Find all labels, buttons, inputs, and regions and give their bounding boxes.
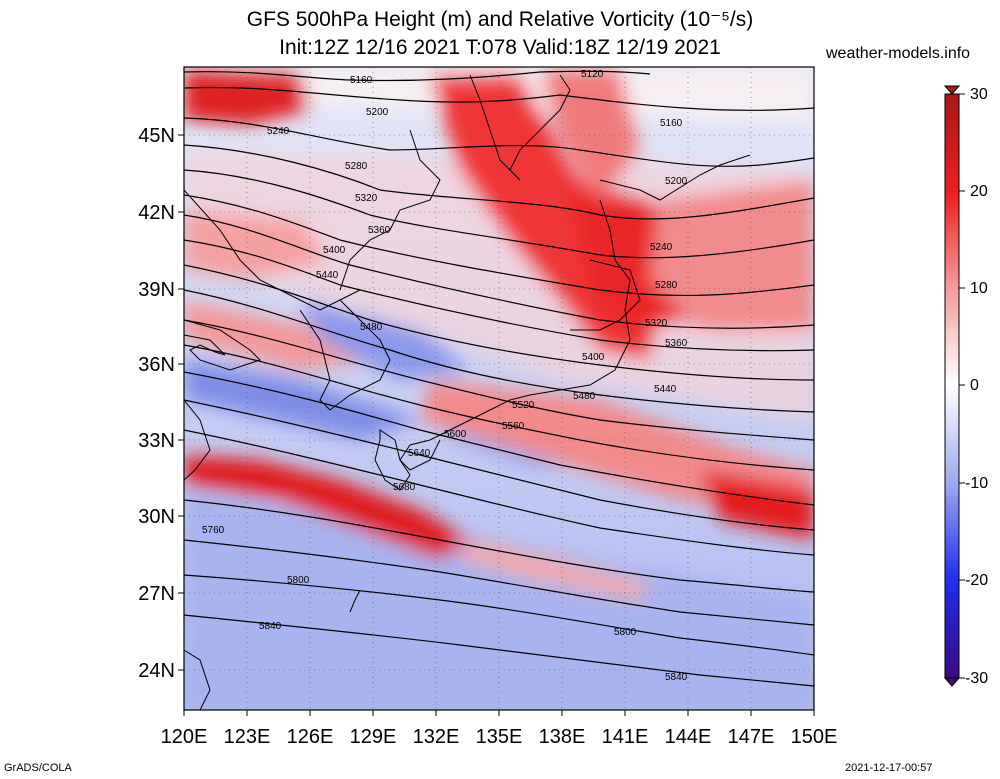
render-timestamp: 2021-12-17-00:57 xyxy=(845,762,933,774)
contour-label: 5120 xyxy=(581,69,604,80)
software-credit: GrADS/COLA xyxy=(4,762,72,774)
contour-label: 5320 xyxy=(645,318,668,329)
lon-label: 147E xyxy=(728,726,775,748)
site-label: weather-models.info xyxy=(826,45,971,62)
lon-label: 138E xyxy=(539,726,586,748)
height-contours xyxy=(184,70,814,687)
contour-label: 5760 xyxy=(202,525,225,536)
colorbar-tick-label: -20 xyxy=(965,572,988,589)
contour-label: 5440 xyxy=(654,384,677,395)
graticule xyxy=(184,67,814,710)
colorbar-tick-label: 20 xyxy=(970,183,988,200)
contour-label: 5200 xyxy=(665,176,688,187)
contour-label: 5640 xyxy=(408,448,431,459)
lon-label: 120E xyxy=(161,726,208,748)
coastlines xyxy=(184,74,751,710)
contour-label: 5600 xyxy=(444,429,467,440)
contour-label: 5360 xyxy=(665,338,688,349)
contour-label: 5520 xyxy=(512,400,535,411)
lat-label: 39N xyxy=(138,279,175,301)
contour-label: 5320 xyxy=(355,193,378,204)
contour-label: 5400 xyxy=(323,245,346,256)
lat-label: 42N xyxy=(138,202,175,224)
contour-label: 5280 xyxy=(345,161,368,172)
lat-label: 45N xyxy=(138,125,175,147)
contour-label: 5440 xyxy=(316,270,339,281)
colorbar-bottom-arrow xyxy=(943,677,961,687)
lon-label: 132E xyxy=(413,726,460,748)
contour-label: 5480 xyxy=(360,322,383,333)
contour-label: 5280 xyxy=(655,280,678,291)
longitude-labels: 120E 123E 126E 129E 132E 135E 138E 141E … xyxy=(161,726,838,748)
colorbar-top-arrow xyxy=(943,85,961,95)
lon-label: 135E xyxy=(476,726,523,748)
lon-label: 123E xyxy=(224,726,271,748)
contour-label: 5240 xyxy=(267,126,290,137)
contour-label: 5400 xyxy=(582,352,605,363)
colorbar-tick-label: 0 xyxy=(970,377,979,394)
contour-label: 5800 xyxy=(287,575,310,586)
contour-label: 5200 xyxy=(366,107,389,118)
axis-ticks xyxy=(178,134,815,716)
lat-label: 30N xyxy=(138,506,175,528)
lat-label: 33N xyxy=(138,430,175,452)
colorbar-tick-label: 10 xyxy=(970,280,988,297)
contour-label: 5240 xyxy=(650,242,673,253)
lat-label: 27N xyxy=(138,583,175,605)
lon-label: 150E xyxy=(791,726,838,748)
colorbar-tick-label: -30 xyxy=(965,670,988,687)
contour-label: 5480 xyxy=(573,391,596,402)
lat-label: 36N xyxy=(138,354,175,376)
contour-labels: 5120 5160 5160 5200 5200 5240 5240 5280 … xyxy=(202,69,688,683)
contour-label: 5560 xyxy=(502,421,525,432)
contour-label: 5160 xyxy=(350,75,373,86)
chart-subtitle: Init:12Z 12/16 2021 T:078 Valid:18Z 12/1… xyxy=(279,36,721,59)
colorbar-tick-label: 30 xyxy=(970,86,988,103)
lat-label: 24N xyxy=(138,660,175,682)
lon-label: 126E xyxy=(287,726,334,748)
contour-label: 5360 xyxy=(368,225,391,236)
contour-label: 5680 xyxy=(393,482,416,493)
chart-title: GFS 500hPa Height (m) and Relative Vorti… xyxy=(246,8,754,31)
contour-label: 5840 xyxy=(259,621,282,632)
contour-label: 5800 xyxy=(614,627,637,638)
lon-label: 141E xyxy=(602,726,649,748)
contour-label: 5160 xyxy=(660,118,683,129)
lon-label: 144E xyxy=(665,726,712,748)
lon-label: 129E xyxy=(350,726,397,748)
contour-label: 5840 xyxy=(665,672,688,683)
latitude-labels: 45N 42N 39N 36N 33N 30N 27N 24N xyxy=(138,125,175,682)
colorbar-tick-label: -10 xyxy=(965,475,988,492)
colorbar-scale xyxy=(944,93,960,679)
